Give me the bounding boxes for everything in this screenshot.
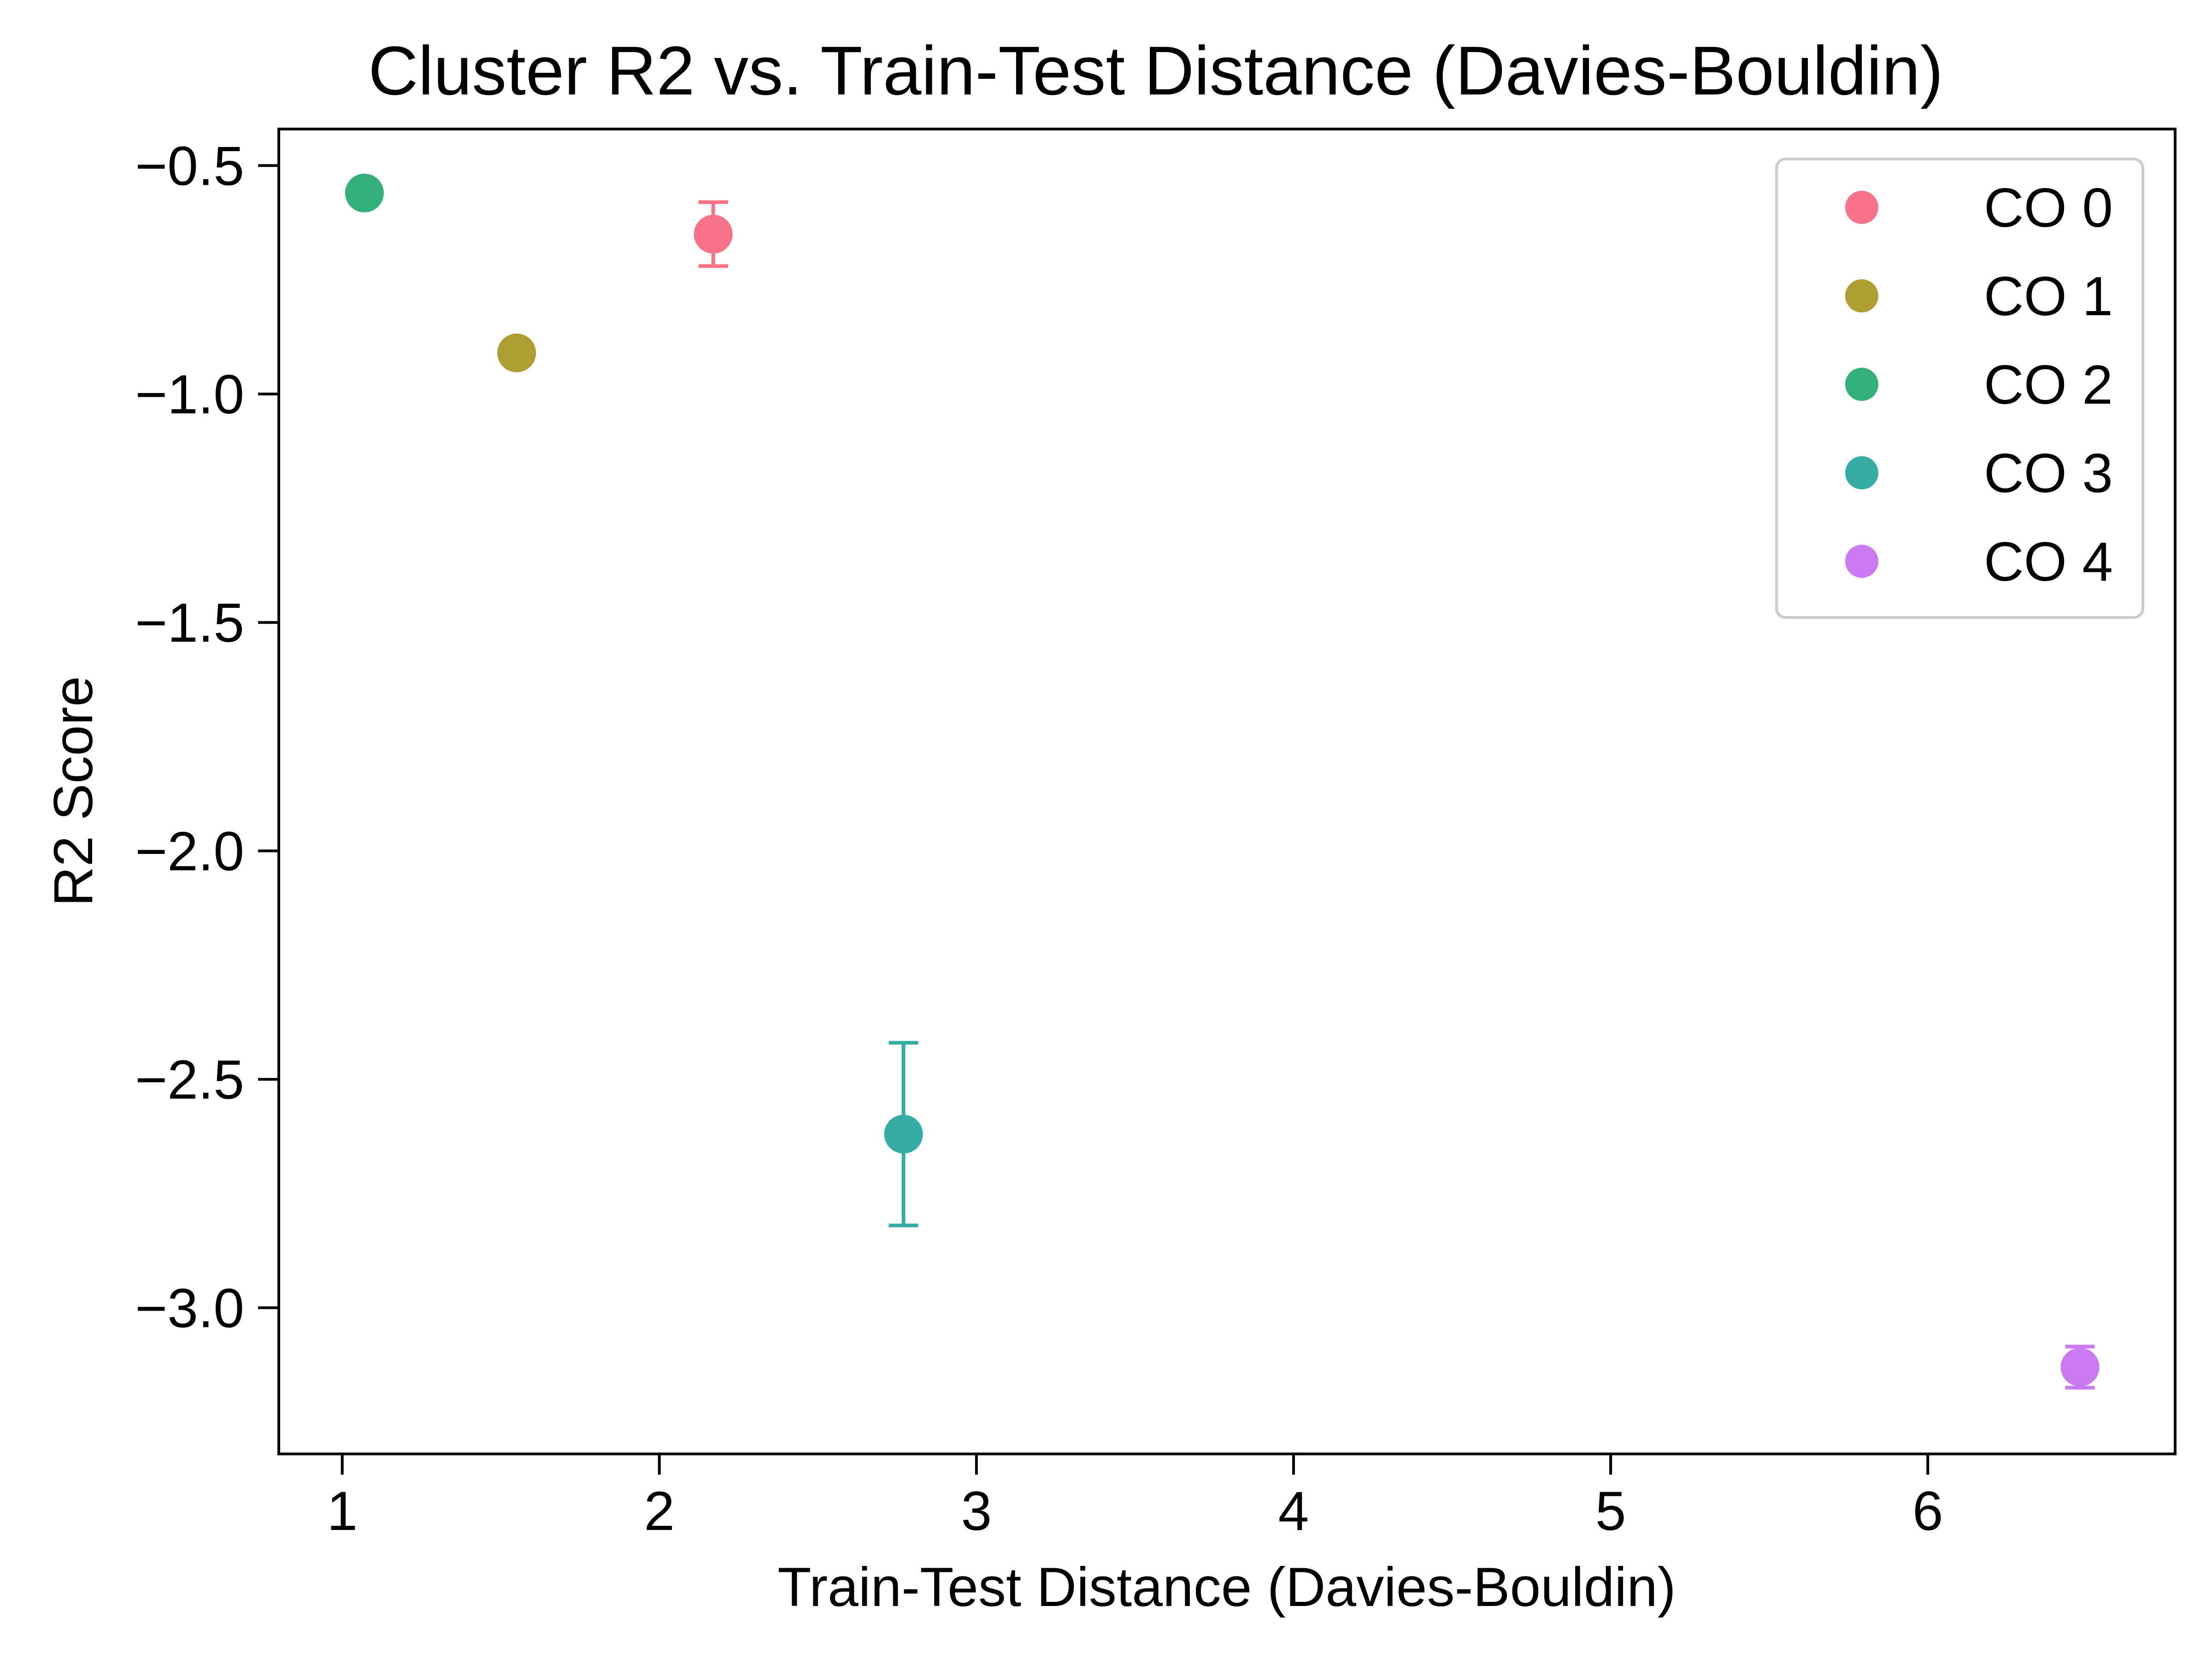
x-tick-label: 3	[961, 1480, 992, 1542]
data-point-1	[497, 333, 536, 372]
legend-marker-0	[1845, 191, 1878, 224]
y-tick-label: −1.0	[135, 364, 244, 425]
x-tick-label: 5	[1595, 1480, 1626, 1542]
data-points	[345, 173, 2100, 1390]
x-tick-label: 2	[644, 1480, 675, 1542]
legend-marker-2	[1845, 368, 1878, 401]
y-axis: −0.5 −1.0 −1.5 −2.0 −2.5 −3.0	[135, 135, 279, 1339]
x-axis: 1 2 3 4 5 6	[327, 1454, 1943, 1542]
y-tick-label: −2.5	[135, 1049, 244, 1111]
legend-marker-1	[1845, 279, 1878, 312]
data-point-3	[884, 1115, 923, 1154]
y-tick-label: −1.5	[135, 592, 244, 654]
legend-label-1: CO 1	[1984, 265, 2113, 327]
legend-marker-4	[1845, 545, 1878, 578]
x-axis-label: Train-Test Distance (Davies-Bouldin)	[777, 1556, 1676, 1618]
x-tick-label: 1	[327, 1480, 358, 1542]
y-axis-label: R2 Score	[42, 676, 104, 906]
legend-label-3: CO 3	[1984, 442, 2113, 504]
x-tick-label: 6	[1912, 1480, 1943, 1542]
chart-title: Cluster R2 vs. Train-Test Distance (Davi…	[368, 32, 1943, 109]
data-point-4	[2060, 1347, 2100, 1387]
legend: CO 0 CO 1 CO 2 CO 3 CO 4	[1775, 158, 2144, 619]
legend-label-2: CO 2	[1984, 354, 2113, 416]
legend-label-4: CO 4	[1984, 531, 2113, 593]
legend-box	[1775, 158, 2144, 619]
legend-label-0: CO 0	[1984, 177, 2113, 239]
y-tick-label: −2.0	[135, 820, 244, 882]
data-point-2	[345, 173, 384, 212]
x-tick-label: 4	[1278, 1480, 1309, 1542]
data-point-0	[694, 215, 733, 254]
y-tick-label: −3.0	[135, 1277, 244, 1339]
plot-area	[277, 128, 2177, 1455]
legend-marker-3	[1845, 456, 1878, 489]
y-tick-label: −0.5	[135, 135, 244, 197]
